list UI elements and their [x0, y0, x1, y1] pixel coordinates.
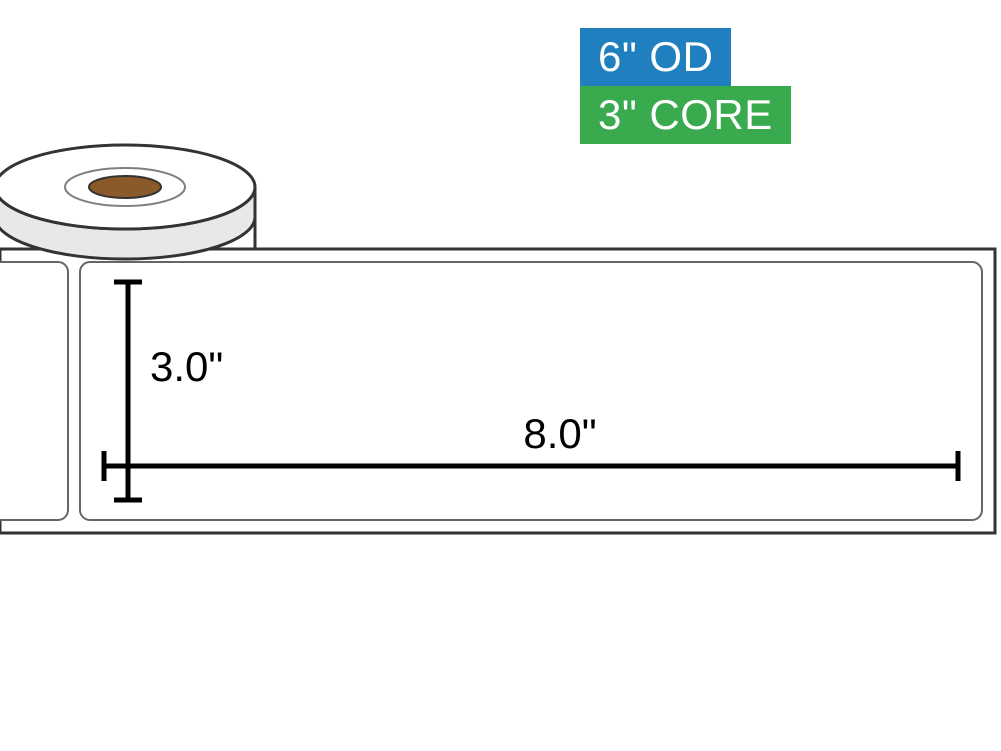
label-main — [80, 262, 982, 520]
label-roll-diagram: 3.0" 8.0" — [0, 0, 1001, 751]
label-previous — [0, 262, 68, 520]
dimension-width-value: 8.0" — [523, 410, 596, 457]
roll-core — [89, 176, 161, 198]
label-roll — [0, 145, 255, 259]
dimension-height-value: 3.0" — [150, 343, 223, 390]
